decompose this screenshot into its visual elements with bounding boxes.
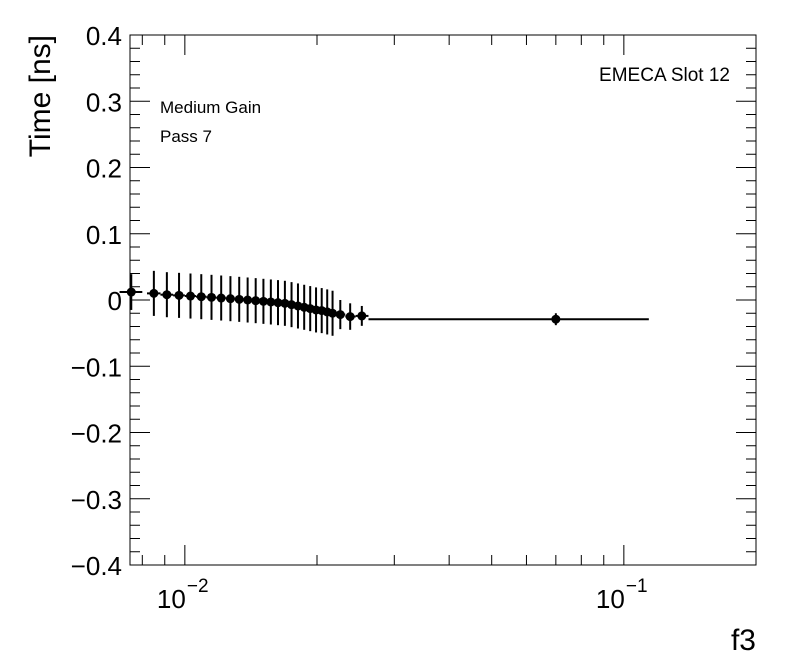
y-tick-label: 0 (108, 286, 122, 316)
data-point (345, 303, 356, 330)
point-marker (196, 292, 206, 302)
data-point (328, 290, 338, 336)
gain-annotation: Medium Gain (160, 98, 261, 117)
data-point (280, 280, 290, 326)
x-tick-label-exponent: −1 (626, 576, 648, 597)
point-marker (258, 296, 268, 306)
data-point (368, 313, 649, 326)
point-marker (266, 297, 276, 307)
point-marker (126, 287, 136, 297)
data-point (234, 276, 244, 322)
x-tick-label: 10 −1 (596, 576, 648, 614)
y-tick-label: 0.2 (86, 154, 122, 184)
y-axis-label: Time [ns] (24, 35, 57, 157)
point-marker (328, 308, 338, 318)
data-point (243, 277, 253, 323)
point-marker (225, 294, 235, 304)
point-marker (216, 293, 226, 303)
y-tick-label: −0.3 (71, 485, 122, 515)
data-point (258, 278, 268, 324)
point-marker (149, 288, 159, 298)
x-tick-label-base: 10 (596, 584, 625, 614)
point-marker (273, 298, 283, 308)
point-marker (243, 295, 253, 305)
data-point (266, 279, 276, 325)
point-marker (357, 311, 367, 321)
data-point (119, 274, 143, 310)
data-point (184, 273, 196, 319)
data-point (335, 300, 346, 330)
x-axis-label: f3 (731, 624, 756, 657)
x-tick-label-base: 10 (157, 584, 186, 614)
slot-annotation: EMECA Slot 12 (599, 65, 730, 86)
data-point (195, 274, 207, 320)
data-point (147, 270, 161, 316)
data-point (355, 305, 369, 326)
point-marker (162, 290, 172, 300)
plot-frame (129, 34, 757, 566)
point-marker (251, 296, 261, 306)
data-point (206, 274, 217, 320)
y-tick-label: 0.1 (86, 220, 122, 250)
point-marker (551, 314, 561, 324)
point-marker (345, 312, 355, 322)
axis-ticks (130, 34, 757, 566)
y-tick-label: 0.4 (86, 21, 122, 51)
point-marker (335, 310, 345, 320)
y-tick-label: 0.3 (86, 87, 122, 117)
x-tick-label-exponent: −2 (187, 576, 209, 597)
data-point (160, 272, 174, 318)
data-point (225, 276, 235, 322)
tick-labels: 0.40.30.20.10−0.1−0.2−0.3−0.410 −2 10 −1 (71, 21, 648, 614)
data-point (173, 272, 185, 318)
point-marker (206, 292, 216, 302)
x-tick-label: 10 −2 (157, 576, 209, 614)
pass-annotation: Pass 7 (160, 127, 212, 146)
point-marker (174, 290, 184, 300)
data-point (216, 275, 226, 321)
data-point (251, 278, 261, 324)
data-points (119, 270, 649, 336)
y-tick-label: −0.2 (71, 419, 122, 449)
point-marker (234, 294, 244, 304)
y-tick-label: −0.1 (71, 352, 122, 382)
y-tick-label: −0.4 (71, 551, 122, 581)
data-point (273, 280, 283, 326)
point-marker (185, 291, 195, 301)
